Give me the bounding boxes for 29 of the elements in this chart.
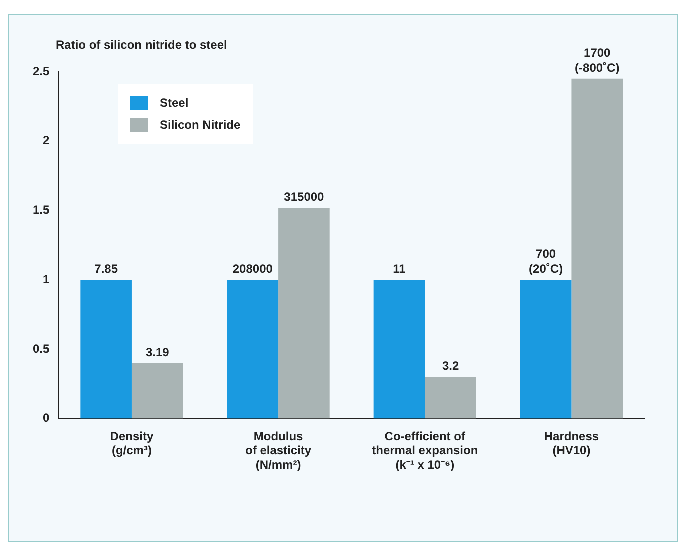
y-tick-label: 2 [42,134,50,148]
annotation: 3.19 [146,345,170,360]
bar [374,280,426,419]
annotation: 208000 [232,262,274,276]
legend-label: Steel [160,96,189,110]
annotation: 7.85 [94,262,118,276]
annotation: 1700 (-800˚C) [575,46,620,75]
y-tick-label: 0.5 [32,342,50,356]
annotation: 11 [393,262,406,276]
y-tick-label: 1 [42,272,50,286]
bar [572,78,624,419]
annotation: 3.2 [442,359,460,374]
y-tick-label: 0 [42,411,50,426]
x-tick-label: Modulus of elasticity (N/mm²) [246,429,312,472]
x-tick-label: Co-efficient of thermal expansion (k⁻¹ x 10⁻⁶) [372,429,478,472]
annotation: 700 (20˚C) [529,247,564,276]
x-tick-label: Density (g/cm³) [110,429,154,458]
y-tick-label: 1.5 [32,203,50,218]
x-tick-label: Hardness (HV10) [544,429,600,458]
y-axis-title: Ratio of silicon nitride to steel [56,38,228,52]
bar [278,208,330,419]
bar [227,280,279,419]
bar [80,280,132,419]
bar [132,363,184,419]
bar [520,280,572,419]
bar [425,377,476,419]
legend-label: Silicon Nitride [160,118,241,132]
annotation: 315000 [284,190,325,204]
y-tick-label: 2.5 [32,64,50,78]
